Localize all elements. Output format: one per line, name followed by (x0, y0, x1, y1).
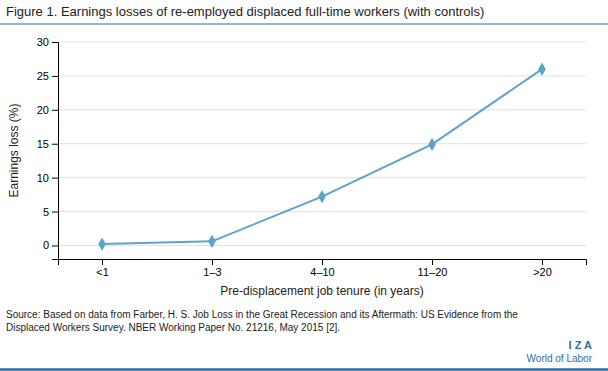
marker (98, 238, 106, 251)
plot: 0 5 10 15 20 25 30 <1 1–3 4–10 11–20 >20 Pre-displac… (7, 36, 587, 298)
grid-line (58, 75, 586, 76)
y-tick: 15 (37, 138, 58, 150)
y-tick-mark (52, 144, 58, 145)
bottom-rule (0, 368, 608, 371)
marker (318, 190, 326, 203)
y-tick-label: 0 (43, 239, 49, 251)
y-tick: 5 (43, 206, 58, 218)
marker (208, 235, 216, 248)
y-tick-mark (52, 245, 58, 246)
chart: Figure 1. Earnings losses of re-employed… (0, 0, 608, 371)
grid-line (58, 109, 586, 110)
grid (58, 42, 586, 245)
title-rule (0, 23, 608, 24)
marker (428, 138, 436, 151)
y-tick-mark (52, 110, 58, 111)
y-axis-line (52, 43, 59, 260)
x-tick-mark (432, 259, 433, 265)
x-tick-mark (212, 259, 213, 265)
grid-line (58, 177, 586, 178)
grid-line (58, 211, 586, 212)
y-tick-mark (52, 178, 58, 179)
annotation: I Z A (569, 339, 592, 351)
grid-line (58, 245, 586, 246)
x-tick: >20 (533, 259, 552, 278)
x-axis-line (59, 260, 587, 266)
y-tick: 0 (43, 239, 58, 251)
x-tick-label: >20 (533, 266, 552, 278)
x-tick-label: 4–10 (310, 266, 334, 278)
marker (538, 63, 546, 76)
annotation: World of Labor (527, 353, 593, 364)
y-tick-label: 15 (37, 138, 49, 150)
x-tick-label: 11–20 (418, 266, 448, 278)
y-tick-label: 30 (37, 36, 49, 48)
x-tick-label: <1 (96, 266, 109, 278)
y-tick-label: 10 (37, 172, 49, 184)
y-tick-label: 25 (37, 70, 49, 82)
y-axis: 0 5 10 15 20 25 30 (37, 36, 59, 259)
grid-line (58, 42, 586, 43)
x-axis: <1 1–3 4–10 11–20 >20 (59, 259, 587, 278)
y-tick-label: 5 (43, 206, 49, 218)
marks (98, 63, 546, 251)
y-tick: 30 (37, 36, 58, 48)
x-tick: 11–20 (418, 259, 448, 278)
y-tick-label: 20 (37, 104, 49, 116)
line (102, 69, 542, 244)
annotation: Displaced Workers Survey. NBER Working P… (6, 322, 340, 333)
x-tick-label: 1–3 (203, 266, 221, 278)
y-axis-title: Earnings loss (%) (7, 103, 21, 197)
x-tick: 1–3 (203, 259, 221, 278)
x-tick-mark (322, 259, 323, 265)
y-tick-mark (52, 212, 58, 213)
x-tick: <1 (96, 259, 109, 278)
title: Figure 1. Earnings losses of re-employed… (6, 4, 484, 19)
y-tick-mark (52, 42, 58, 43)
x-tick-mark (542, 259, 543, 265)
grid-line (58, 143, 586, 144)
annotation: Source: Based on data from Farber, H. S.… (6, 309, 518, 320)
y-tick: 20 (37, 104, 58, 116)
x-tick: 4–10 (310, 259, 334, 278)
y-tick: 25 (37, 70, 58, 82)
x-tick-mark (102, 259, 103, 265)
y-tick: 10 (37, 172, 58, 184)
x-axis-title: Pre-displacement job tenure (in years) (220, 284, 423, 298)
y-tick-mark (52, 76, 58, 77)
